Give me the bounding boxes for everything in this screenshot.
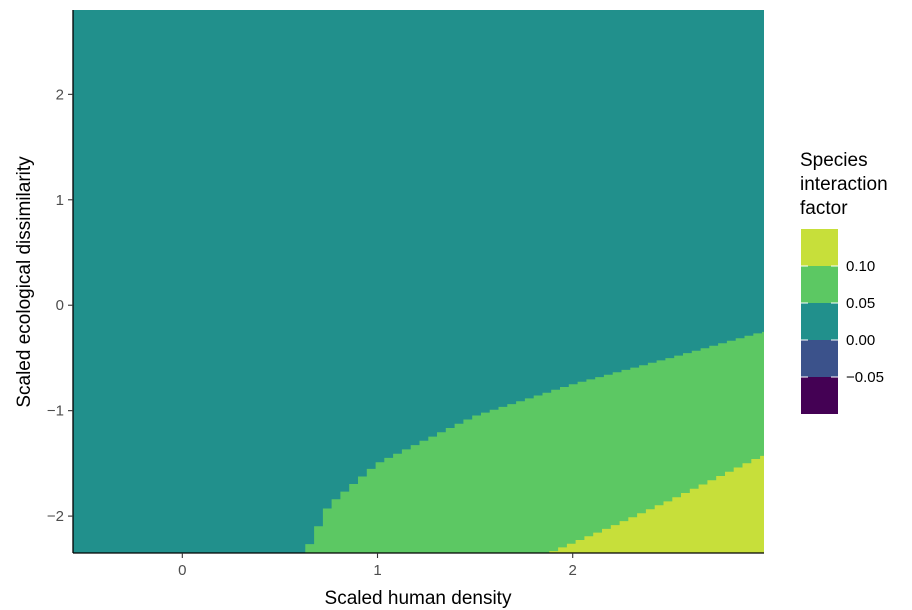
legend-color-key: [801, 229, 838, 266]
y-axis-title: Scaled ecological dissimilarity: [14, 156, 35, 408]
x-tick-label: 1: [373, 562, 381, 579]
y-tick-label: 0: [56, 297, 64, 314]
legend-label: −0.05: [846, 369, 884, 386]
x-axis-title: Scaled human density: [325, 588, 512, 609]
y-tick-label: 1: [56, 192, 64, 209]
legend-color-key: [801, 266, 838, 303]
y-axis: −2 −1 0 1 2: [47, 10, 74, 553]
y-tick-label: −1: [47, 403, 64, 420]
x-tick-label: 2: [569, 562, 577, 579]
legend-keys: −0.05 0.00 0.05 0.10: [801, 229, 884, 414]
x-tick-label: 0: [178, 562, 186, 579]
heatmap-region-4: [305, 331, 764, 553]
plot-panel: [73, 10, 764, 553]
y-tick-label: −2: [47, 508, 64, 525]
legend-color-key: [801, 303, 838, 340]
legend-title: Species interaction factor: [800, 150, 893, 219]
x-axis: 0 1 2: [73, 552, 764, 579]
legend-title-line-3: factor: [800, 198, 848, 219]
legend-label: 0.00: [846, 332, 875, 349]
legend-color-key: [801, 377, 838, 414]
heatmap-region-5: [549, 455, 764, 553]
legend-color-key: [801, 340, 838, 377]
y-tick-label: 2: [56, 86, 64, 103]
legend-title-line-2: interaction: [800, 174, 888, 195]
legend-title-line-1: Species: [800, 150, 868, 171]
legend: Species interaction factor −0.05 0.00 0.05…: [800, 150, 893, 414]
legend-label: 0.05: [846, 295, 875, 312]
legend-label: 0.10: [846, 258, 875, 275]
